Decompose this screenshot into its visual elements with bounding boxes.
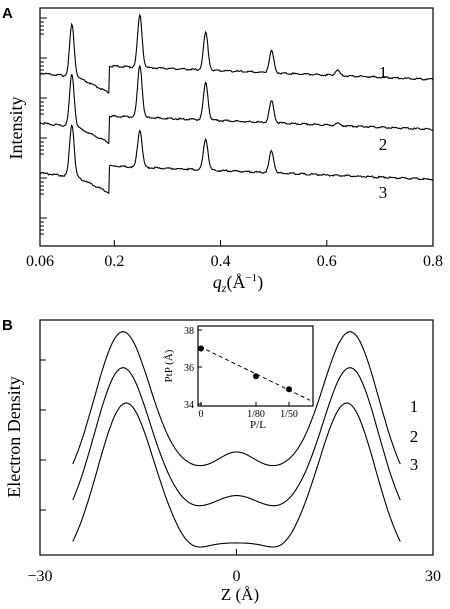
inset-ylabel: PtP (Å) — [163, 349, 175, 382]
x-tick-label: −30 — [27, 568, 52, 585]
series-1-line — [72, 331, 401, 467]
xlabel-sub: z — [221, 281, 227, 295]
panel-a-frame — [39, 7, 434, 247]
inset-point — [198, 345, 204, 352]
x-tick-label: 0 — [233, 568, 241, 585]
series-1-line — [39, 13, 434, 94]
xlabel-unit: (Å — [226, 272, 245, 293]
panel-a-label: A — [2, 5, 13, 22]
x-tick-label: 30 — [425, 568, 441, 585]
x-tick-label: 0.6 — [317, 253, 337, 270]
inset-x-tick-label: 1/50 — [280, 409, 298, 420]
series-3-line — [72, 402, 401, 548]
inset-xlabel: P/L — [250, 419, 266, 431]
inset-x-tick-label: 0 — [199, 409, 204, 420]
x-tick-label: 0.8 — [423, 253, 443, 270]
panel-b-frame — [39, 319, 434, 556]
series-2-label: 2 — [410, 427, 419, 446]
inset-point — [253, 373, 259, 380]
inset-x-tick-label: 1/80 — [247, 409, 265, 420]
xlabel-exp: −1 — [245, 272, 257, 284]
series-2-label: 2 — [379, 135, 388, 154]
panel-a-plot: 0.06 0.2 0.4 0.6 0.8 1 2 3 — [26, 7, 443, 270]
series-3-label: 3 — [410, 455, 419, 474]
inset-point — [286, 386, 292, 393]
x-tick-label: 0.06 — [26, 253, 54, 270]
inset-y-tick-label: 34 — [184, 400, 194, 411]
panel-a-xlabel: qz(Å−1) — [213, 272, 263, 295]
panel-b-plot: −30 0 30 1 2 3 — [27, 319, 441, 585]
panel-a-ylabel: Intensity — [6, 97, 26, 160]
series-1-label: 1 — [379, 63, 388, 82]
inset-y-tick-label: 36 — [184, 363, 194, 374]
inset-y-tick-label: 38 — [184, 326, 194, 337]
series-1-label: 1 — [410, 397, 419, 416]
inset-plot: 34 36 38 0 1/80 1/50 — [184, 325, 314, 420]
panel-b-label: B — [2, 317, 13, 334]
panel-b-ylabel: Electron Density — [4, 376, 24, 497]
xlabel-close: ) — [257, 272, 263, 293]
inset-frame — [197, 325, 314, 407]
series-2-line — [72, 367, 401, 507]
xlabel-q: q — [213, 272, 222, 292]
x-tick-label: 0.4 — [211, 253, 231, 270]
series-3-label: 3 — [379, 183, 388, 202]
panel-b-xlabel: Z (Å) — [221, 585, 259, 604]
series-3-line — [39, 123, 434, 195]
x-tick-label: 0.2 — [104, 253, 124, 270]
inset-fit-line — [199, 346, 311, 401]
series-2-line — [39, 64, 434, 145]
